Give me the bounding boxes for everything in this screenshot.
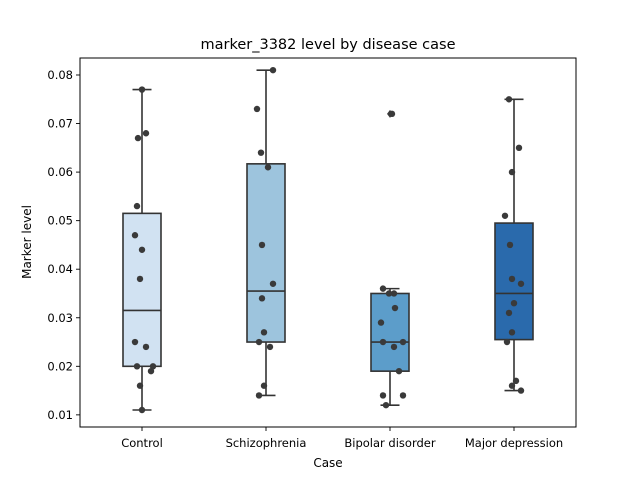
data-point: [503, 338, 511, 346]
data-point: [264, 164, 272, 171]
box-group-2: [370, 109, 410, 409]
data-point: [501, 212, 509, 219]
data-point: [377, 319, 385, 326]
data-point: [508, 168, 516, 176]
data-point: [269, 280, 277, 287]
data-point: [138, 86, 146, 93]
data-point: [505, 96, 513, 103]
data-point: [390, 290, 398, 297]
box-group-1: [246, 66, 286, 399]
y-tick-label: 0.04: [47, 262, 73, 276]
y-tick-label: 0.06: [47, 165, 73, 179]
data-point: [517, 387, 525, 394]
data-point: [253, 105, 261, 113]
data-point: [147, 367, 155, 375]
data-point: [515, 144, 523, 152]
data-point: [517, 280, 525, 287]
data-point: [379, 392, 387, 399]
data-point: [512, 377, 520, 385]
data-point: [255, 338, 263, 346]
y-tick-label: 0.03: [47, 311, 73, 325]
box-group-0: [122, 86, 162, 414]
data-point: [382, 401, 390, 409]
box-body: [246, 163, 286, 343]
data-point: [508, 329, 516, 336]
data-point: [505, 309, 513, 317]
data-point: [131, 338, 139, 346]
y-tick-label: 0.07: [47, 117, 73, 131]
y-tick-label: 0.01: [47, 408, 73, 422]
data-point: [260, 329, 268, 336]
data-point: [379, 338, 387, 346]
plot-area: [122, 66, 534, 414]
data-point: [391, 304, 399, 312]
data-point: [138, 246, 146, 253]
data-point: [258, 241, 266, 249]
data-point: [388, 110, 396, 118]
x-tick-label: Bipolar disorder: [344, 436, 435, 450]
data-point: [266, 343, 274, 351]
box-body: [122, 212, 162, 368]
x-tick-label: Major depression: [465, 436, 563, 450]
data-point: [510, 299, 518, 307]
data-point: [149, 363, 157, 370]
data-point: [136, 275, 144, 283]
x-axis: Control Schizophrenia Bipolar disorder Majo…: [121, 427, 563, 450]
data-point: [257, 149, 265, 156]
data-point: [258, 295, 266, 302]
data-point: [399, 392, 407, 399]
data-point: [136, 382, 144, 389]
data-point: [506, 241, 514, 249]
box-group-3: [494, 96, 534, 394]
x-tick-label: Control: [121, 436, 163, 450]
y-axis: 0.01 0.02 0.03 0.04 0.05 0.06 0.07 0.08: [47, 68, 80, 422]
data-point: [133, 202, 141, 210]
data-point: [142, 130, 150, 137]
data-point: [390, 343, 398, 351]
data-point: [385, 290, 393, 297]
data-point: [133, 363, 141, 370]
y-tick-label: 0.05: [47, 214, 73, 228]
data-point: [508, 382, 516, 389]
box-body: [370, 292, 410, 372]
data-point: [395, 367, 403, 375]
chart-title: marker_3382 level by disease case: [201, 37, 456, 53]
y-tick-label: 0.08: [47, 68, 73, 82]
axes-frame: [79, 57, 577, 428]
data-point: [260, 382, 268, 389]
data-point: [138, 406, 146, 414]
x-tick-label: Schizophrenia: [226, 436, 307, 450]
data-point: [269, 66, 277, 74]
y-axis-label: Marker level: [20, 205, 34, 279]
data-point: [508, 275, 516, 283]
y-tick-label: 0.02: [47, 359, 73, 373]
data-point: [255, 392, 263, 399]
data-point: [379, 285, 387, 292]
data-point: [142, 343, 150, 351]
data-point: [399, 338, 407, 346]
x-axis-label: Case: [313, 456, 342, 470]
data-point: [131, 232, 139, 239]
data-point: [134, 134, 142, 142]
